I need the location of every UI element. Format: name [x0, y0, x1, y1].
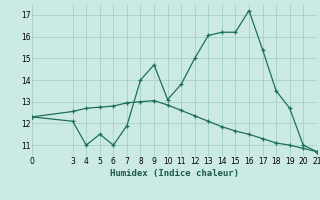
X-axis label: Humidex (Indice chaleur): Humidex (Indice chaleur): [110, 169, 239, 178]
